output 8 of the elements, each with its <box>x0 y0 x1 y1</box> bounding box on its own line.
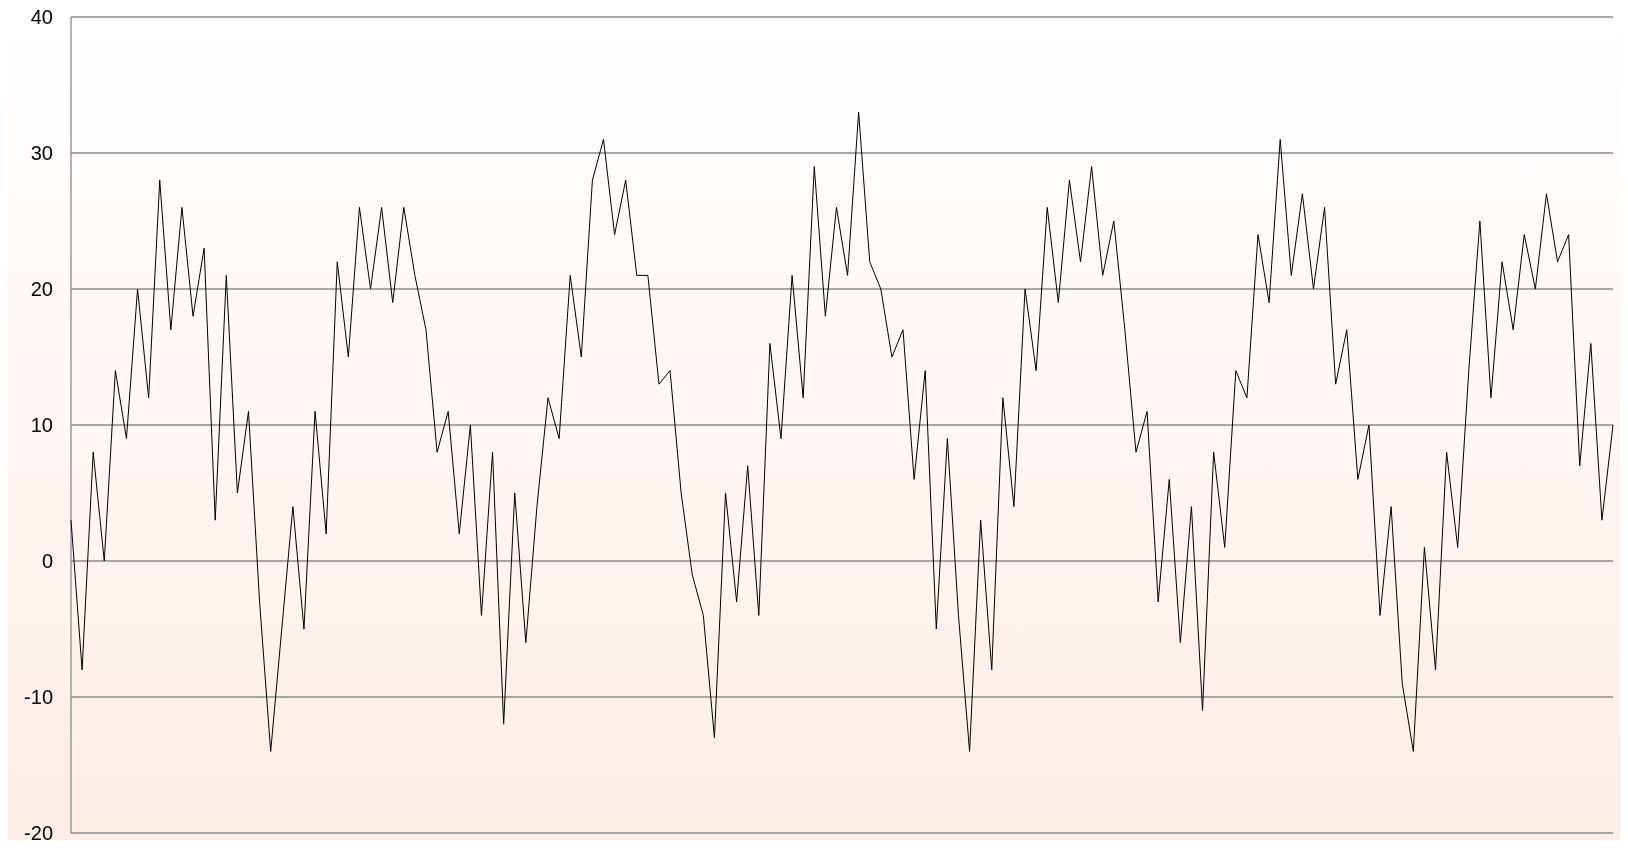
y-tick-label: 30 <box>30 142 53 164</box>
y-tick-label: -10 <box>24 686 53 708</box>
y-tick-label: 0 <box>41 550 53 572</box>
line-series <box>70 111 1614 752</box>
y-tick-label: 40 <box>30 6 53 28</box>
y-tick-label: 10 <box>30 414 53 436</box>
y-tick-label: -20 <box>24 822 53 844</box>
y-tick-label: 20 <box>30 278 53 300</box>
